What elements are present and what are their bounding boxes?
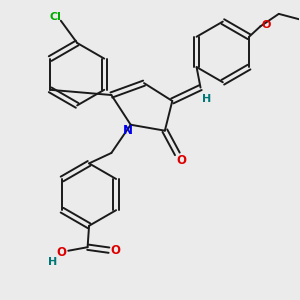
Text: H: H	[48, 257, 57, 267]
Text: O: O	[261, 20, 270, 30]
Text: H: H	[202, 94, 212, 104]
Text: N: N	[123, 124, 133, 136]
Text: O: O	[57, 246, 67, 259]
Text: O: O	[177, 154, 187, 167]
Text: Cl: Cl	[50, 12, 61, 22]
Text: O: O	[110, 244, 121, 257]
